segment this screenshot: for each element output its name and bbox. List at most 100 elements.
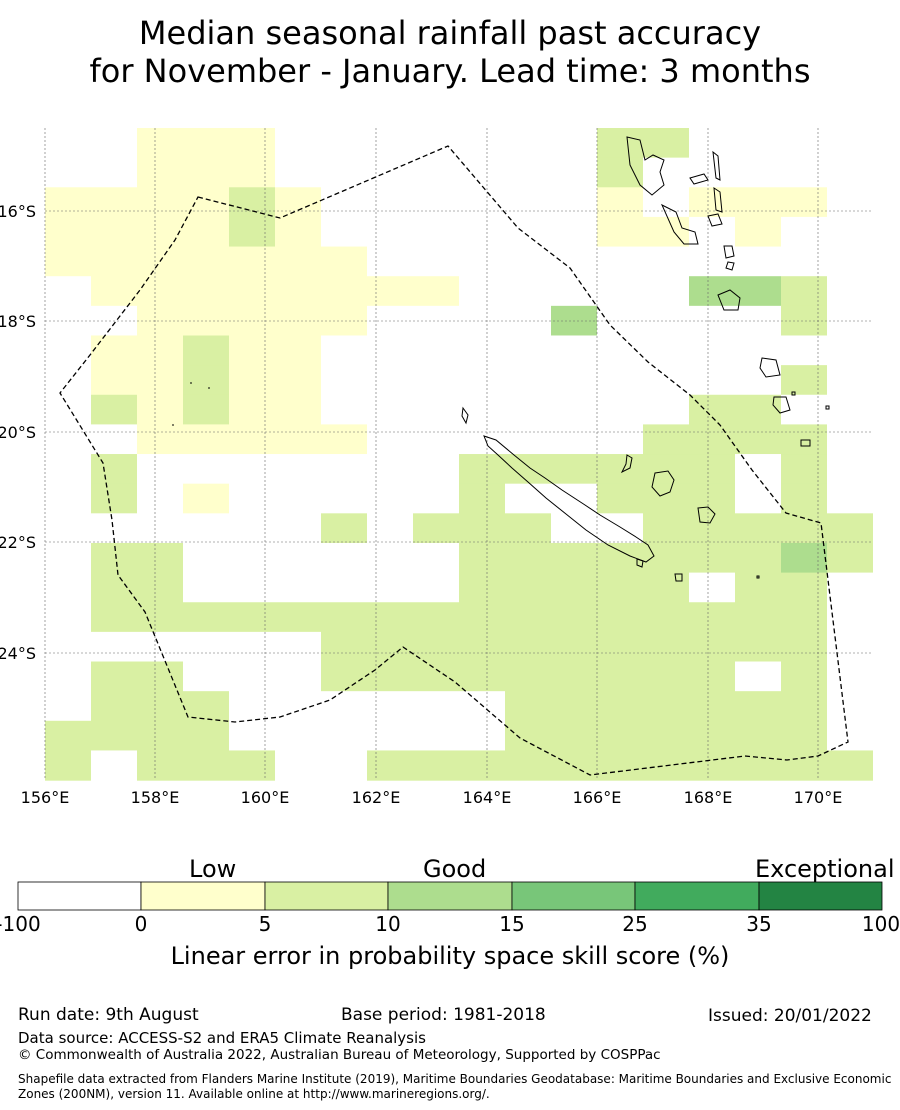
grid-cell	[45, 720, 91, 752]
grid-cell	[505, 631, 551, 663]
grid-cell	[183, 454, 229, 485]
grid-cell	[505, 365, 551, 396]
grid-cell	[597, 720, 643, 752]
grid-cell	[183, 424, 229, 455]
grid-cell	[229, 572, 275, 603]
grid-cell	[551, 454, 597, 485]
grid-cell	[505, 335, 551, 366]
grid-cell	[275, 246, 321, 277]
grid-cell	[275, 542, 321, 574]
grid-cell	[183, 276, 229, 307]
grid-cell	[505, 691, 551, 722]
grid-cell	[781, 483, 827, 514]
longitude-label: 164°E	[463, 788, 512, 807]
grid-cell	[735, 157, 781, 188]
grid-cell	[413, 572, 459, 603]
grid-cell	[459, 661, 505, 692]
grid-cell	[91, 631, 137, 663]
hunter-islet	[756, 575, 760, 579]
grid-cell	[735, 542, 781, 574]
grid-cell	[321, 394, 367, 425]
grid-cell	[827, 542, 873, 574]
grid-cell	[505, 602, 551, 633]
longitude-label: 166°E	[573, 788, 622, 807]
grid-cell	[827, 246, 873, 277]
grid-cell	[137, 513, 183, 544]
grid-cell	[781, 157, 827, 188]
colorbar-tick: 10	[375, 912, 401, 936]
colorbar-segment	[264, 881, 389, 911]
grid-cell	[413, 187, 459, 218]
grid-cell	[827, 661, 873, 692]
grid-cell	[45, 365, 91, 396]
grid-cell	[367, 424, 413, 455]
efate-island	[717, 289, 741, 311]
grid-cell	[827, 424, 873, 455]
grid-cell	[689, 513, 735, 544]
grid-cell	[597, 750, 643, 781]
grid-cell	[597, 602, 643, 633]
grid-cell	[137, 394, 183, 425]
grid-cell	[735, 276, 781, 307]
grid-cell	[413, 750, 459, 781]
grid-cell	[45, 276, 91, 307]
grid-cell	[183, 750, 229, 781]
grid-cell	[137, 276, 183, 307]
grid-cell	[367, 394, 413, 425]
grid-cell	[275, 157, 321, 188]
grid-cell	[275, 483, 321, 514]
grid-cell	[735, 572, 781, 603]
grid-cell	[321, 424, 367, 455]
grid-cell	[827, 691, 873, 722]
espiritu-santo-island	[626, 136, 665, 196]
grid-cell	[45, 305, 91, 337]
grid-cell	[275, 187, 321, 218]
longitude-label: 168°E	[684, 788, 733, 807]
grid-cell	[643, 483, 689, 514]
grid-cell	[229, 691, 275, 722]
grid-cell	[183, 335, 229, 366]
grid-cell	[91, 720, 137, 752]
grid-cell	[827, 454, 873, 485]
grid-cell	[321, 631, 367, 663]
grid-cell	[275, 216, 321, 248]
grid-cell	[137, 750, 183, 781]
aneityum-island	[800, 439, 811, 447]
grid-cell	[413, 216, 459, 248]
grid-cell	[781, 394, 827, 425]
grid-cell	[367, 691, 413, 722]
grid-cell	[643, 335, 689, 366]
grid-cell	[827, 394, 873, 425]
grid-cell	[827, 750, 873, 781]
grid-cell	[459, 216, 505, 248]
grid-cell	[275, 513, 321, 544]
grid-cell	[781, 661, 827, 692]
grid-cell	[505, 572, 551, 603]
grid-cell	[505, 128, 551, 159]
grid-cell	[459, 720, 505, 752]
grid-cell	[689, 187, 735, 218]
grid-cell	[781, 187, 827, 218]
grid-cell	[367, 157, 413, 188]
grid-cell	[367, 365, 413, 396]
grid-cell	[505, 276, 551, 307]
shepherd-islands	[725, 261, 735, 271]
grid-cell	[689, 365, 735, 396]
grid-cell	[367, 335, 413, 366]
grid-cell	[781, 276, 827, 307]
grid-cell	[183, 691, 229, 722]
grid-cell	[551, 513, 597, 544]
grid-cell	[367, 572, 413, 603]
grid-cell	[45, 602, 91, 633]
grid-cell	[321, 335, 367, 366]
new-caledonia-island	[483, 435, 655, 563]
colorbar-category-good: Good	[423, 855, 487, 883]
grid-cell	[229, 483, 275, 514]
grid-cell	[275, 454, 321, 485]
colorbar-segment	[511, 881, 636, 911]
ouvea-island	[620, 454, 633, 474]
graticule	[44, 128, 873, 780]
grid-cell	[551, 128, 597, 159]
longitude-label: 160°E	[241, 788, 290, 807]
grid-cell	[413, 542, 459, 574]
